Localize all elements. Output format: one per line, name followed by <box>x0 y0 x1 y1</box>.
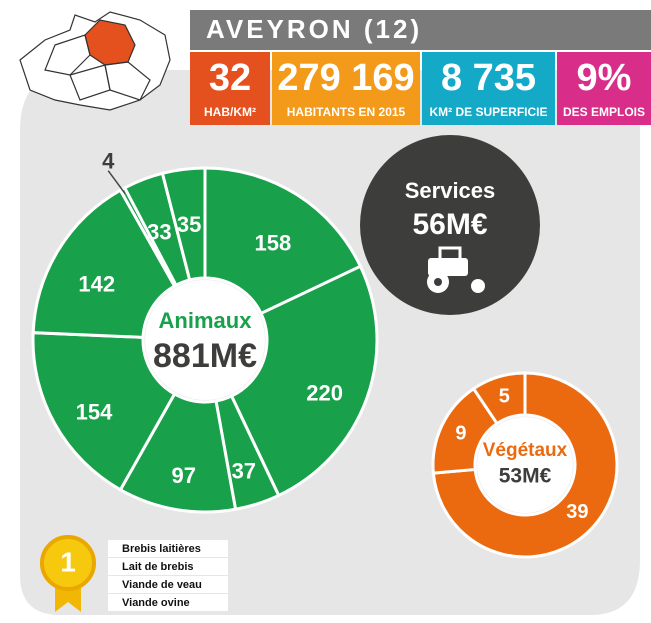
stat-value: 8 735 <box>441 57 536 99</box>
stat-label: HAB/KM² <box>204 105 256 119</box>
ranking-item: Viande de veau <box>122 579 202 591</box>
stat-value: 279 169 <box>277 57 414 99</box>
leader-line <box>107 170 126 194</box>
rank: 1 <box>60 546 76 577</box>
segment-label: 142 <box>78 271 115 296</box>
ranking-list: Brebis laitières Lait de brebis Viande de … <box>108 540 228 611</box>
stat-box <box>557 52 651 125</box>
stat-label: DES EMPLOIS <box>563 105 645 119</box>
donut-segment <box>229 264 379 498</box>
stat-box <box>190 52 270 125</box>
ranking-item: Brebis laitières <box>122 543 201 555</box>
donut-title: Animaux <box>159 308 253 333</box>
ranking-row <box>108 558 228 575</box>
segment-label: 33 <box>147 219 171 244</box>
stat-label: KM² DE SUPERFICIE <box>429 105 547 119</box>
stat-value: 9% <box>577 57 632 99</box>
stats: 32 HAB/KM² 279 169 HABITANTS EN 2015 8 735 KM… <box>190 52 651 125</box>
segment-label: 154 <box>76 399 113 424</box>
donut-segment <box>203 166 363 316</box>
donut-center <box>145 280 265 400</box>
segment-label: 97 <box>172 463 196 488</box>
segment-label: 4 <box>102 149 115 174</box>
services-value: 56M€ <box>412 208 487 241</box>
segment-label: 37 <box>232 459 256 484</box>
donut-segment <box>471 371 527 426</box>
donut-total: 881M€ <box>153 337 257 375</box>
segment-label: 9 <box>455 423 466 445</box>
ranking-row <box>108 540 228 557</box>
donut-center <box>477 417 573 513</box>
donut-segment <box>431 371 619 559</box>
donut-segment <box>160 166 207 282</box>
services-circle <box>360 135 540 315</box>
tractor-icon <box>427 246 485 293</box>
segment-label: 5 <box>499 385 510 407</box>
title: AVEYRON (12) <box>206 14 422 44</box>
title-bar <box>190 10 651 50</box>
segment-label: 158 <box>255 230 292 255</box>
ranking-item: Lait de brebis <box>122 561 194 573</box>
segment-label: 35 <box>177 212 201 237</box>
ranking-row <box>108 576 228 593</box>
medal <box>40 535 96 612</box>
stat-box <box>422 52 555 125</box>
donut-title: Végétaux <box>483 440 568 461</box>
region-map <box>19 11 171 111</box>
donut-segment <box>31 331 177 492</box>
ranking-item: Viande ovine <box>122 597 190 609</box>
stat-label: HABITANTS EN 2015 <box>287 105 406 119</box>
segment-label: 220 <box>306 380 343 405</box>
stat-box <box>272 52 420 125</box>
ranking-row <box>108 594 228 611</box>
donut-segment <box>31 188 177 339</box>
stat-value: 32 <box>209 57 251 99</box>
donut-total: 53M€ <box>499 465 552 488</box>
donuts: 158 220 37 97 154 142 4 33 35 Animaux 881M€ 39 9 5 Vég… <box>31 149 619 559</box>
services-title: Services <box>405 178 496 203</box>
segment-label: 39 <box>566 501 588 523</box>
